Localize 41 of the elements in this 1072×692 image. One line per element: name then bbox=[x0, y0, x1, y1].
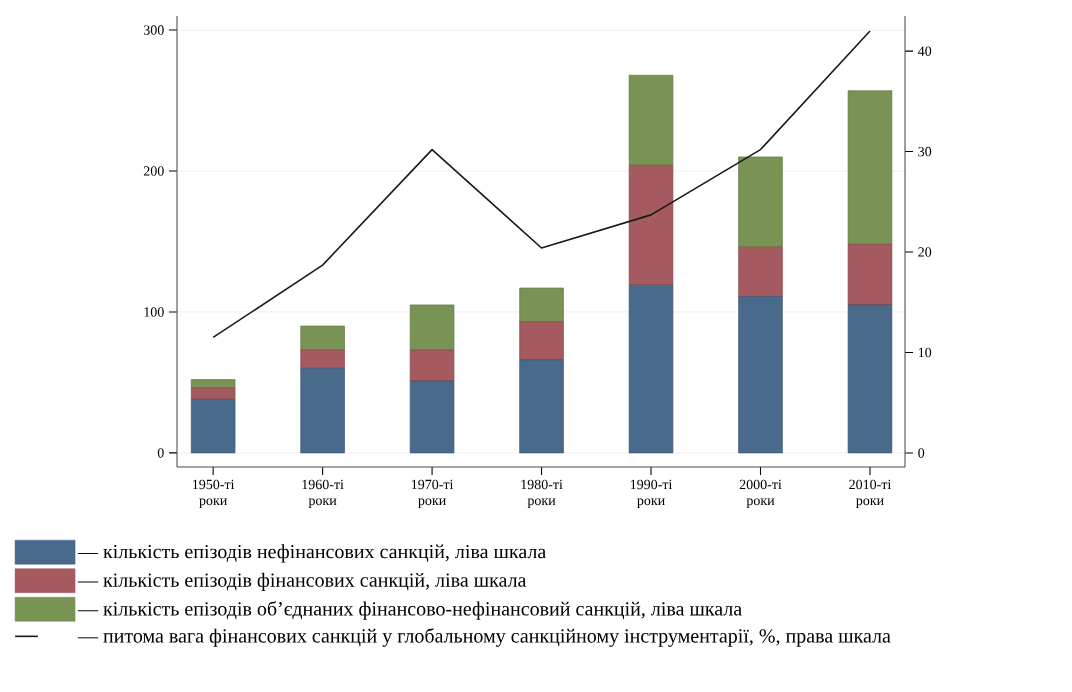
bar bbox=[738, 246, 783, 297]
y-tick-label: 0 bbox=[157, 448, 164, 458]
x-tick-label: 1960-ті роки bbox=[302, 479, 344, 508]
bar bbox=[300, 349, 345, 369]
y2-tick-label: 0 bbox=[918, 448, 925, 458]
bar bbox=[190, 387, 236, 400]
bar bbox=[409, 380, 455, 454]
bar bbox=[519, 287, 564, 323]
y2-tick-label: 40 bbox=[917, 46, 932, 56]
bar bbox=[847, 304, 893, 454]
bar bbox=[300, 325, 345, 351]
legend-label: — кількість епізодів нефінансових санкцій, ліва шкала bbox=[77, 544, 546, 563]
bar bbox=[409, 349, 455, 382]
y2-tick-label: 20 bbox=[918, 247, 932, 257]
bar bbox=[628, 74, 674, 166]
legend-label: — питома вага фінансових санкцій у глобальному санкційному інструментарії, %, права шкала bbox=[77, 628, 891, 647]
x-tick-label: 1970-ті роки bbox=[411, 479, 454, 508]
line-series bbox=[212, 30, 871, 339]
bar bbox=[738, 296, 783, 454]
bar bbox=[519, 359, 564, 454]
bar bbox=[847, 243, 893, 306]
y2-tick-label: 10 bbox=[918, 347, 932, 358]
bar bbox=[409, 304, 455, 351]
x-tick-label: 1990-ті роки bbox=[630, 479, 673, 508]
legend-label: — кількість епізодів об’єднаних фінансово-нефінансовий санкцій, ліва шкала bbox=[77, 601, 742, 620]
y2-tick-label: 30 bbox=[918, 146, 932, 157]
bar bbox=[847, 90, 893, 245]
bar bbox=[300, 367, 345, 454]
x-tick-label: 2010-ті роки bbox=[849, 479, 892, 508]
bar bbox=[628, 165, 674, 286]
y-tick-label: 200 bbox=[143, 166, 164, 176]
y-tick-label: 300 bbox=[143, 25, 164, 35]
y-tick-label: 100 bbox=[144, 307, 164, 317]
bar bbox=[738, 156, 783, 248]
x-tick-label: 1950-ті роки bbox=[193, 479, 235, 508]
bar bbox=[519, 321, 564, 361]
bar bbox=[190, 399, 236, 454]
x-tick-label: 2000-ті роки bbox=[739, 479, 782, 508]
x-tick-label: 1980-ті роки bbox=[521, 479, 563, 508]
legend-label: — кількість епізодів фінансових санкцій, ліва шкала bbox=[77, 572, 527, 591]
bar bbox=[628, 284, 674, 454]
